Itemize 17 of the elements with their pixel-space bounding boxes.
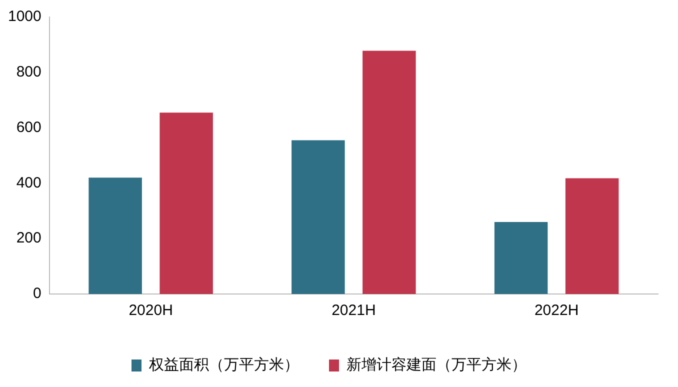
y-tick-label: 800 — [16, 64, 42, 81]
bar — [160, 112, 213, 294]
x-tick-label: 2020H — [128, 302, 173, 320]
y-tick-label: 600 — [16, 118, 42, 136]
bar — [494, 222, 548, 294]
y-tick-label: 200 — [16, 230, 42, 247]
y-tick-label: 400 — [16, 174, 42, 192]
x-tick-label: 2021H — [332, 302, 376, 320]
bar — [292, 140, 345, 294]
x-tick-label: 2022H — [534, 302, 579, 320]
legend-label: 权益面积（万平方米） — [148, 356, 299, 374]
y-tick-label: 0 — [33, 285, 42, 302]
bar — [565, 178, 619, 294]
bar — [362, 50, 416, 294]
legend-label: 新增计容建面（万平方米） — [346, 356, 526, 374]
bar — [88, 178, 142, 294]
y-tick-label: 1000 — [8, 8, 42, 26]
